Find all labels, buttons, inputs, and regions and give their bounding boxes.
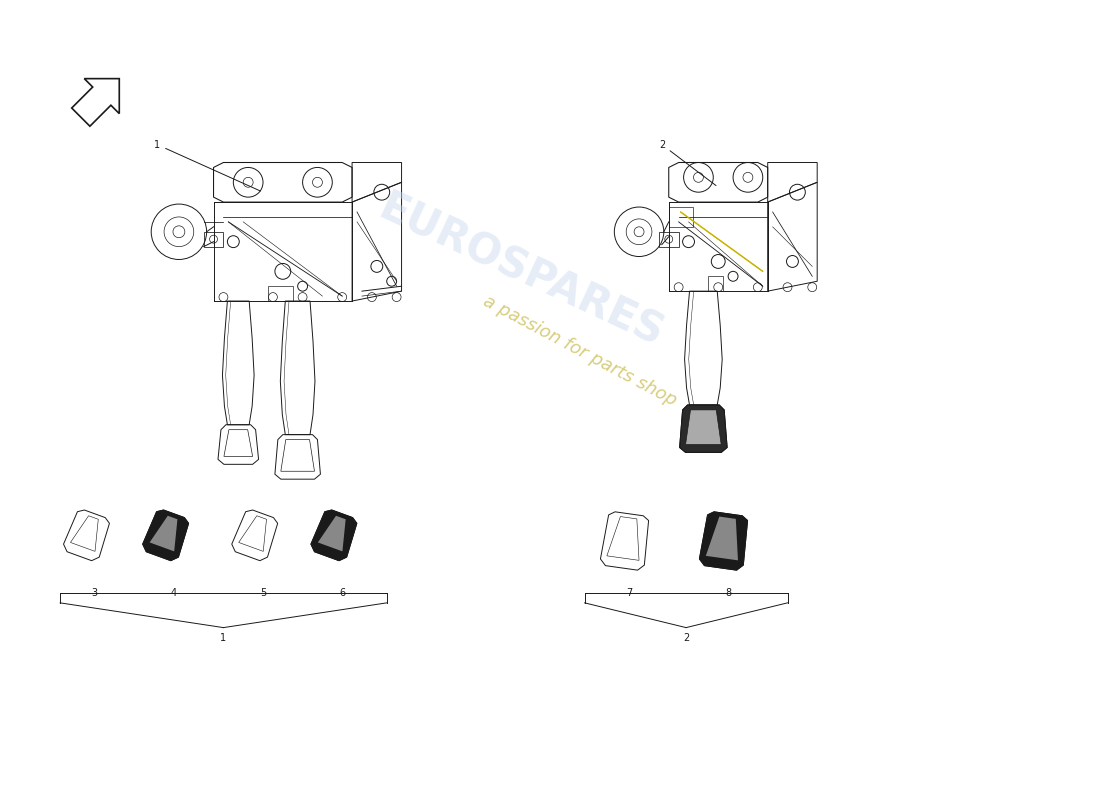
Polygon shape — [700, 512, 748, 570]
Text: 3: 3 — [91, 588, 98, 598]
Text: 1: 1 — [154, 140, 261, 191]
Text: a passion for parts shop: a passion for parts shop — [480, 292, 680, 410]
Polygon shape — [685, 410, 722, 445]
Text: 6: 6 — [339, 588, 345, 598]
Text: 8: 8 — [725, 588, 732, 598]
Text: 1: 1 — [220, 633, 227, 642]
Text: 2: 2 — [659, 140, 716, 186]
Text: 2: 2 — [683, 633, 690, 642]
Text: EUROSPARES: EUROSPARES — [371, 187, 670, 356]
Text: 4: 4 — [170, 588, 177, 598]
Polygon shape — [150, 516, 177, 551]
Polygon shape — [680, 405, 727, 453]
Polygon shape — [318, 516, 345, 551]
Text: 7: 7 — [626, 588, 632, 598]
Polygon shape — [706, 517, 738, 560]
Polygon shape — [143, 510, 188, 561]
Text: 5: 5 — [260, 588, 266, 598]
Polygon shape — [311, 510, 356, 561]
